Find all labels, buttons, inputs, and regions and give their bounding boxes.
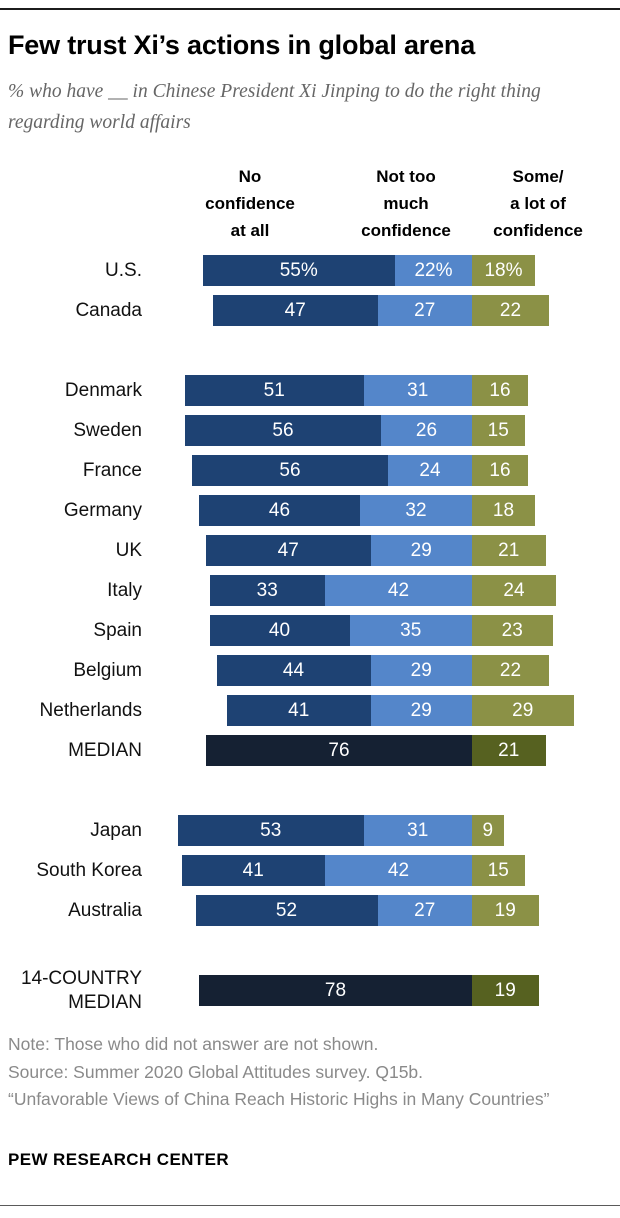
some-confidence-segment: 16	[472, 455, 528, 486]
no-confidence-segment: 47	[213, 295, 378, 326]
bar-row: Italy 33 42 24	[0, 575, 620, 606]
not-too-much-segment: 29	[370, 535, 472, 566]
no-confidence-segment: 41	[227, 695, 371, 726]
bar-row: Denmark 51 31 16	[0, 375, 620, 406]
column-header-not-too-much: Not too much confidence	[361, 167, 451, 240]
not-too-much-segment: 32	[360, 495, 472, 526]
some-confidence-segment: 9	[472, 815, 504, 846]
bar-row: Sweden 56 26 15	[0, 415, 620, 446]
bar-row: U.S. 55% 22% 18%	[0, 255, 620, 286]
some-confidence-segment: 23	[472, 615, 553, 646]
no-confidence-segment: 56	[192, 455, 388, 486]
bar-row: South Korea 41 42 15	[0, 855, 620, 886]
not-too-much-segment: 31	[363, 815, 472, 846]
country-label: 14-COUNTRY MEDIAN	[20, 967, 142, 1013]
pew-research-center-brand: PEW RESEARCH CENTER	[8, 1150, 230, 1169]
some-confidence-segment: 16	[472, 375, 528, 406]
bar-row: Netherlands 41 29 29	[0, 695, 620, 726]
source-line: Source: Summer 2020 Global Attitudes sur…	[8, 1061, 424, 1082]
country-label: Japan	[90, 819, 142, 841]
no-confidence-segment: 46	[199, 495, 360, 526]
column-header-some-confidence: Some/ a lot of confidence	[493, 167, 583, 240]
not-too-much-segment: 42	[325, 575, 472, 606]
some-confidence-segment: 18	[472, 495, 535, 526]
bar-row: Canada 47 27 22	[0, 295, 620, 326]
median-some-confidence-segment: 21	[472, 735, 546, 766]
not-too-much-segment: 26	[381, 415, 472, 446]
no-confidence-segment: 41	[181, 855, 325, 886]
country-label: Canada	[75, 299, 142, 321]
not-too-much-segment: 31	[363, 375, 472, 406]
country-label: U.S.	[105, 259, 142, 281]
no-confidence-segment: 55%	[202, 255, 395, 286]
country-label: Germany	[63, 499, 142, 521]
quote-line: “Unfavorable Views of China Reach Histor…	[8, 1089, 550, 1109]
not-too-much-segment: 27	[377, 895, 472, 926]
bar-row: 14-COUNTRY MEDIAN 78 19	[0, 967, 620, 1013]
top-rule	[0, 8, 620, 10]
bar-row: Japan 53 31 9	[0, 815, 620, 846]
no-confidence-segment: 56	[185, 415, 381, 446]
no-confidence-segment: 44	[216, 655, 371, 686]
bottom-rule	[0, 1205, 620, 1206]
chart-footnotes: Note: Those who did not answer are not s…	[8, 1031, 553, 1114]
not-too-much-segment: 29	[370, 695, 472, 726]
some-confidence-segment: 19	[472, 895, 539, 926]
country-label: MEDIAN	[68, 739, 142, 761]
some-confidence-segment: 22	[472, 295, 549, 326]
country-label: Australia	[68, 899, 142, 921]
some-confidence-segment: 24	[472, 575, 556, 606]
country-label: Belgium	[73, 659, 142, 681]
median-some-confidence-segment: 19	[472, 975, 539, 1006]
no-confidence-segment: 40	[209, 615, 350, 646]
page-subtitle: % who have __ in Chinese President Xi Ji…	[8, 81, 541, 133]
median-no-confidence-segment: 76	[206, 735, 472, 766]
country-label: Denmark	[64, 379, 142, 401]
bar-row: MEDIAN 76 21	[0, 735, 620, 766]
no-confidence-segment: 53	[178, 815, 364, 846]
country-label: Sweden	[73, 419, 142, 441]
not-too-much-segment: 35	[349, 615, 472, 646]
country-label: Spain	[93, 619, 142, 641]
some-confidence-segment: 18%	[472, 255, 535, 286]
no-confidence-segment: 33	[209, 575, 325, 606]
no-confidence-segment: 51	[185, 375, 364, 406]
not-too-much-segment: 42	[325, 855, 472, 886]
bar-row: France 56 24 16	[0, 455, 620, 486]
some-confidence-segment: 29	[472, 695, 574, 726]
country-label: South Korea	[36, 859, 142, 881]
note-line: Note: Those who did not answer are not s…	[8, 1034, 379, 1054]
country-label: UK	[115, 539, 142, 561]
bar-row: UK 47 29 21	[0, 535, 620, 566]
column-header-no-confidence: No confidence at all	[205, 167, 295, 240]
some-confidence-segment: 22	[472, 655, 549, 686]
bar-row: Belgium 44 29 22	[0, 655, 620, 686]
country-label: Netherlands	[39, 699, 142, 721]
some-confidence-segment: 21	[472, 535, 546, 566]
country-label: Italy	[107, 579, 142, 601]
bar-row: Spain 40 35 23	[0, 615, 620, 646]
some-confidence-segment: 15	[472, 415, 525, 446]
median-no-confidence-segment: 78	[199, 975, 472, 1006]
not-too-much-segment: 29	[370, 655, 472, 686]
some-confidence-segment: 15	[472, 855, 525, 886]
country-label: France	[82, 459, 142, 481]
bar-row: Australia 52 27 19	[0, 895, 620, 926]
no-confidence-segment: 47	[206, 535, 371, 566]
not-too-much-segment: 24	[388, 455, 472, 486]
bar-row: Germany 46 32 18	[0, 495, 620, 526]
not-too-much-segment: 27	[377, 295, 472, 326]
page-title: Few trust Xi’s actions in global arena	[8, 30, 476, 60]
not-too-much-segment: 22%	[395, 255, 472, 286]
no-confidence-segment: 52	[195, 895, 378, 926]
